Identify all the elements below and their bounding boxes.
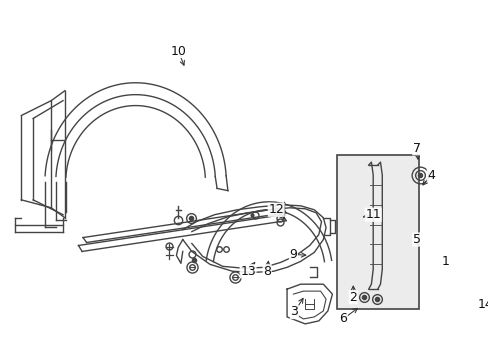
Text: 10: 10 — [170, 45, 186, 58]
Text: 12: 12 — [268, 203, 284, 216]
Bar — [336, 155, 418, 309]
Text: 11: 11 — [365, 208, 380, 221]
Text: 3: 3 — [290, 306, 298, 319]
Text: 1: 1 — [441, 255, 449, 268]
Text: 6: 6 — [339, 312, 346, 325]
Text: 4: 4 — [427, 168, 434, 181]
Text: 7: 7 — [412, 142, 420, 155]
Text: 5: 5 — [412, 233, 420, 246]
Text: 2: 2 — [348, 291, 356, 303]
Text: 9: 9 — [289, 248, 297, 261]
Text: 13: 13 — [240, 265, 255, 278]
Text: 14: 14 — [477, 297, 488, 311]
Text: 8: 8 — [263, 265, 270, 278]
